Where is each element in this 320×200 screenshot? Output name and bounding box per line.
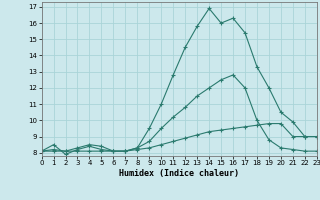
X-axis label: Humidex (Indice chaleur): Humidex (Indice chaleur) <box>119 169 239 178</box>
